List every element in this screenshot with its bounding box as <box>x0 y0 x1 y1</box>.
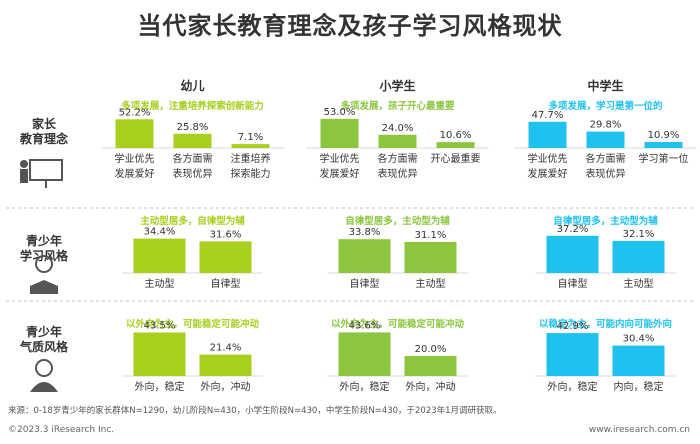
panel-subtitle: 自律型居多，主动型为辅 <box>345 215 450 227</box>
teacher-at-board-icon <box>29 159 63 181</box>
bar-value-label: 20.0% <box>415 344 447 355</box>
teacher-head-icon <box>20 160 28 168</box>
category-label: 内向，稳定 <box>614 380 664 393</box>
bar-value-label: 21.4% <box>210 343 242 354</box>
bar-value-label: 43.5% <box>144 321 176 332</box>
bar-value-label: 24.0% <box>382 123 414 134</box>
teacher-body-icon <box>20 169 28 183</box>
bar <box>644 142 683 148</box>
stage-header-1: 幼儿 <box>180 78 204 93</box>
bar-value-label: 53.0% <box>324 107 356 118</box>
bar <box>320 118 359 148</box>
category-label: 注重培养 <box>231 152 271 165</box>
panel-subtitle: 以外向为主，可能稳定可能冲动 <box>126 318 260 330</box>
bar <box>404 356 457 376</box>
bar-value-label: 10.6% <box>440 130 472 141</box>
category-label: 表现优异 <box>378 167 418 180</box>
bar-value-label: 47.7% <box>532 110 564 121</box>
bar <box>612 345 665 376</box>
category-label: 外向，稳定 <box>548 380 598 393</box>
bar-value-label: 33.8% <box>349 227 381 238</box>
bar-value-label: 43.6% <box>349 320 381 331</box>
student-reading-icon <box>35 255 53 273</box>
row-label-line1: 家长 <box>32 116 57 131</box>
category-label: 外向，稳定 <box>135 380 185 393</box>
panel-subtitle: 主动型居多，自律型为辅 <box>140 215 245 227</box>
bar-value-label: 29.8% <box>590 120 622 131</box>
category-label: 各方面需 <box>378 152 418 165</box>
source-note: 来源：0-18岁青少年的家长群体N=1290，幼儿阶段N=430，小学生阶段N=… <box>8 406 502 416</box>
bar <box>338 332 391 376</box>
category-label: 自律型 <box>558 277 588 290</box>
open-book-icon <box>30 280 58 294</box>
bar-value-label: 31.1% <box>415 230 447 241</box>
category-label: 自律型 <box>350 277 380 290</box>
bar-value-label: 34.4% <box>144 227 176 238</box>
category-label: 表现优异 <box>586 167 626 180</box>
category-label: 主动型 <box>416 277 446 290</box>
category-label: 各方面需 <box>586 152 626 165</box>
category-label: 主动型 <box>145 277 175 290</box>
bar <box>586 131 625 148</box>
bar <box>546 235 599 273</box>
bar <box>199 354 252 376</box>
bar-value-label: 42.9% <box>557 321 589 332</box>
panel-subtitle: 多项发展，学习是第一位的 <box>548 100 663 112</box>
row-label-line2: 气质风格 <box>19 339 69 354</box>
category-label: 学业优先 <box>115 152 155 165</box>
category-label: 表现优异 <box>173 167 213 180</box>
bar-value-label: 32.1% <box>623 229 655 240</box>
category-label: 发展爱好 <box>528 167 568 180</box>
panel-subtitle: 自律型居多，主动型为辅 <box>553 215 658 227</box>
person-silhouette-icon <box>35 359 53 377</box>
bar-value-label: 30.4% <box>623 334 655 345</box>
bar <box>378 134 417 148</box>
panel-subtitle: 多项发展，注重培养探索创新能力 <box>121 100 264 112</box>
bar-value-label: 31.6% <box>210 229 242 240</box>
page-title: 当代家长教育理念及孩子学习风格现状 <box>137 12 563 40</box>
bar <box>115 119 154 148</box>
row-label-line2: 教育理念 <box>19 131 68 146</box>
bar <box>404 241 457 273</box>
bar <box>528 121 567 148</box>
bar-value-label: 10.9% <box>648 130 680 141</box>
bar <box>546 333 599 376</box>
category-label: 学业优先 <box>528 152 568 165</box>
bar <box>338 239 391 273</box>
row-label-line1: 青少年 <box>26 233 62 248</box>
bar <box>231 144 270 148</box>
stage-header-2: 小学生 <box>379 78 415 93</box>
category-label: 主动型 <box>624 277 654 290</box>
bar-value-label: 52.2% <box>119 107 151 118</box>
bar <box>199 241 252 273</box>
bar-value-label: 25.8% <box>177 122 209 133</box>
copyright: ©2023.3 iResearch Inc. <box>8 425 115 435</box>
category-label: 学业优先 <box>320 152 360 165</box>
website: www.iresearch.com.cn <box>588 425 690 435</box>
category-label: 自律型 <box>211 277 241 290</box>
panel-subtitle: 以外向为主，可能稳定可能冲动 <box>331 318 465 330</box>
stage-header-3: 中学生 <box>587 78 623 93</box>
category-label: 学习第一位 <box>639 152 689 165</box>
person-body-icon <box>30 382 58 392</box>
category-label: 外向，稳定 <box>340 380 390 393</box>
bar <box>173 133 212 148</box>
bar-value-label: 7.1% <box>238 132 263 143</box>
category-label: 开心最重要 <box>431 152 481 165</box>
category-label: 外向，冲动 <box>201 380 251 393</box>
bar <box>133 332 186 376</box>
category-label: 发展爱好 <box>115 167 155 180</box>
category-label: 探索能力 <box>231 167 271 180</box>
panel-subtitle: 多项发展，孩子开心最重要 <box>340 100 455 112</box>
category-label: 各方面需 <box>173 152 213 165</box>
panel-subtitle: 以稳定为主，可能内向可能外向 <box>539 318 672 330</box>
row-label-line1: 青少年 <box>26 324 62 339</box>
bar <box>612 240 665 273</box>
bar-value-label: 37.2% <box>557 224 589 235</box>
bar <box>436 142 475 148</box>
category-label: 外向，冲动 <box>406 380 456 393</box>
bar <box>133 238 186 273</box>
category-label: 发展爱好 <box>320 167 360 180</box>
